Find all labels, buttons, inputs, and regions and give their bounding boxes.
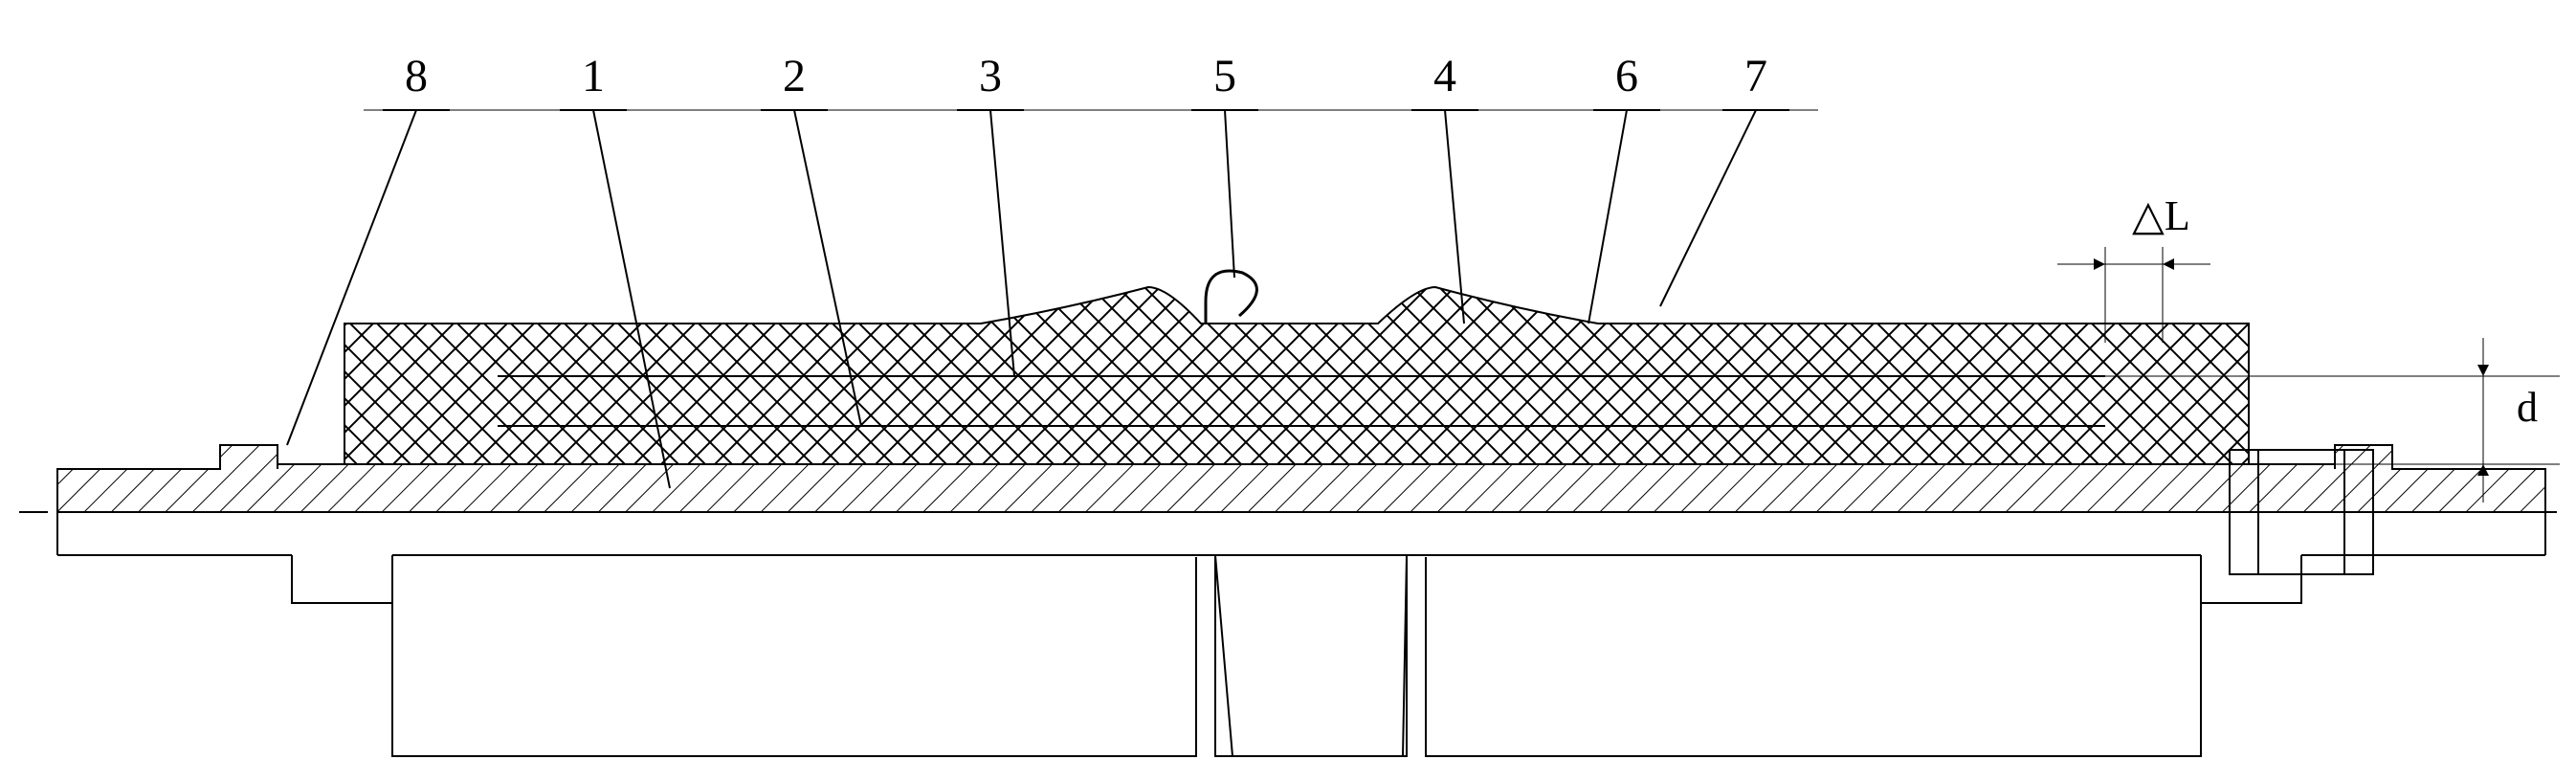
cross-section-svg: 8 1 2 3 5 4 6 7 △L d [0,0,2576,782]
hook-outline [1206,271,1256,324]
callout-8: 8 [405,51,428,101]
diagram-stage: 8 1 2 3 5 4 6 7 △L d [0,0,2576,782]
callout-2: 2 [783,51,806,101]
dim-d: d [2517,384,2538,431]
lower-block [392,555,2201,756]
callout-6: 6 [1615,51,1638,101]
leader-5 [1225,110,1234,278]
leader-6 [1588,110,1627,324]
callout-1: 1 [582,51,605,101]
callout-4: 4 [1433,51,1456,101]
leader-7 [1660,110,1756,306]
callout-7: 7 [1744,51,1767,101]
dim-delta-L: △L [2132,192,2190,239]
callout-3: 3 [979,51,1002,101]
callout-5: 5 [1213,51,1236,101]
